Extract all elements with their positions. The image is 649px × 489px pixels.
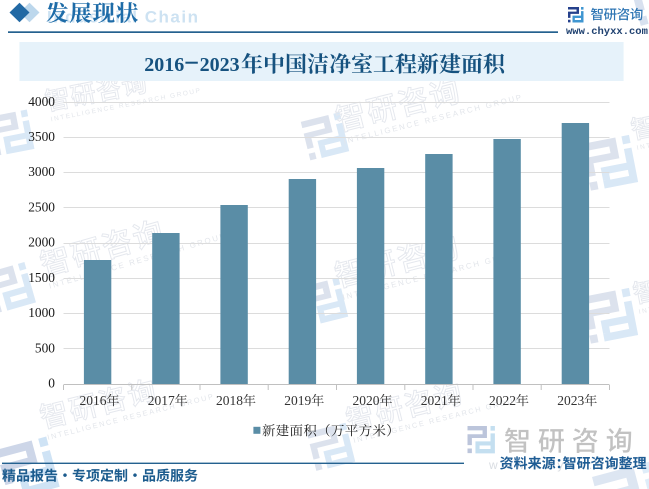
svg-text:2019: 2019 [284, 393, 311, 408]
svg-text:www.chyxx.com: www.chyxx.com [566, 26, 648, 38]
svg-text:1500: 1500 [28, 270, 55, 285]
svg-text:2023: 2023 [557, 393, 584, 408]
svg-text:3000: 3000 [28, 164, 55, 179]
svg-text:1000: 1000 [28, 305, 55, 320]
svg-text:2023: 2023 [200, 54, 240, 76]
svg-text:500: 500 [35, 340, 55, 355]
svg-text:2021: 2021 [421, 393, 448, 408]
svg-text:2020: 2020 [353, 393, 380, 408]
svg-text:2016: 2016 [80, 393, 107, 408]
svg-text:2018: 2018 [216, 393, 243, 408]
svg-text:0: 0 [48, 376, 55, 391]
svg-text:2017: 2017 [148, 393, 175, 408]
svg-text:2500: 2500 [28, 199, 55, 214]
svg-text:3500: 3500 [28, 129, 55, 144]
svg-text:2022: 2022 [489, 393, 516, 408]
svg-text:4000: 4000 [28, 94, 55, 109]
svg-text:2000: 2000 [28, 235, 55, 250]
svg-text:2016: 2016 [144, 54, 184, 76]
